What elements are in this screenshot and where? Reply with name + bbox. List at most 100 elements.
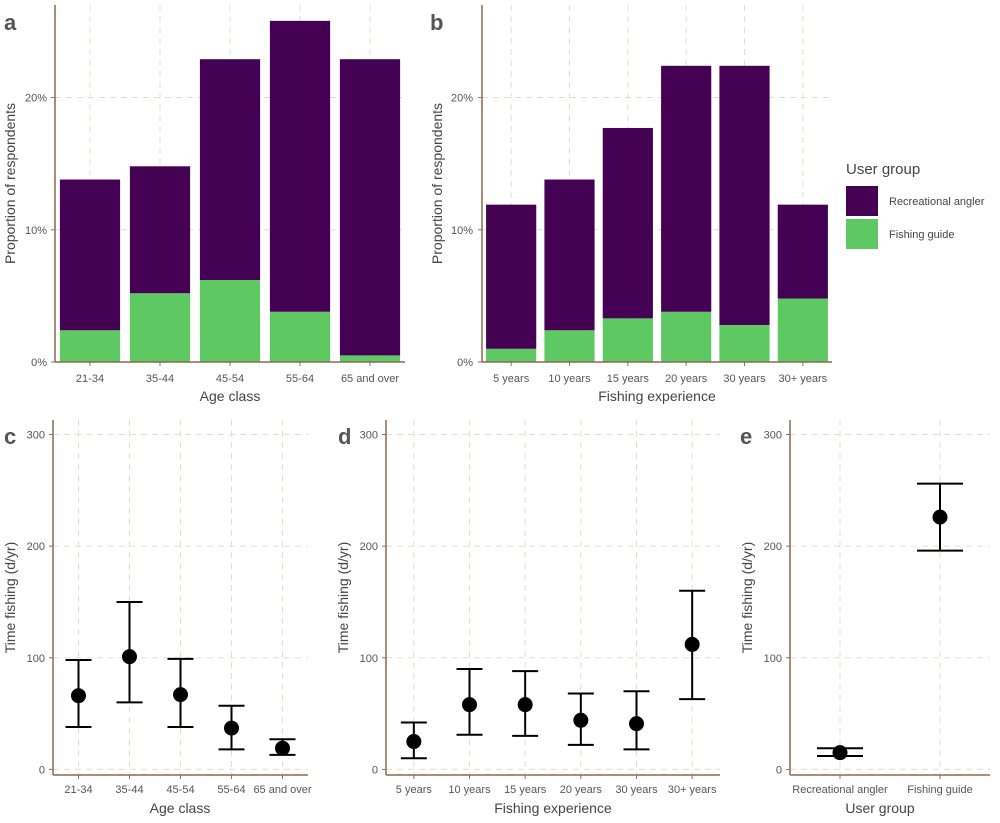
x-tick-label: 55-64 xyxy=(217,784,245,796)
x-tick-label: 65 and over xyxy=(341,373,399,385)
mean-point xyxy=(684,636,700,652)
bar-recreational-angler xyxy=(777,204,828,299)
y-tick-label: 0% xyxy=(457,357,473,369)
x-tick-label: 45-54 xyxy=(216,373,244,385)
y-tick-label: 100 xyxy=(27,653,45,665)
x-tick-label: 10 years xyxy=(548,373,591,385)
legend: User group Recreational angler Fishing gui… xyxy=(846,161,985,249)
x-tick-label: 20 years xyxy=(560,784,603,796)
x-tick-label: 55-64 xyxy=(286,373,314,385)
y-tick-label: 100 xyxy=(764,653,782,665)
y-tick-label: 0% xyxy=(31,357,47,369)
bar-fishing-guide xyxy=(661,311,712,362)
x-axis-title: User group xyxy=(845,800,914,816)
panel-letter: a xyxy=(4,10,17,35)
y-tick-label: 300 xyxy=(764,430,782,442)
y-tick-label: 10% xyxy=(25,225,47,237)
bar-fishing-guide xyxy=(544,330,595,362)
x-tick-label: 35-44 xyxy=(115,784,143,796)
bar-fishing-guide xyxy=(339,355,401,362)
x-tick-label: 10 years xyxy=(448,784,491,796)
panel-letter: b xyxy=(430,10,443,35)
mean-point xyxy=(573,712,589,728)
mean-point xyxy=(932,509,948,525)
bar-recreational-angler xyxy=(602,127,653,319)
bar-fishing-guide xyxy=(777,298,828,362)
bar-recreational-angler xyxy=(661,65,712,312)
y-tick-label: 200 xyxy=(360,541,378,553)
y-axis-title: Proportion of respondents xyxy=(429,103,445,264)
y-tick-label: 0 xyxy=(39,764,45,776)
legend-title: User group xyxy=(846,161,920,178)
bar-recreational-angler xyxy=(199,59,261,281)
mean-point xyxy=(462,697,477,713)
legend-key-recreational-angler xyxy=(846,186,878,216)
x-axis-title: Age class xyxy=(150,800,211,816)
bar-recreational-angler xyxy=(339,59,401,356)
panel-c: 0 100 200 300 21-34 35-44 45-54 55-64 65 and ove… xyxy=(2,420,312,816)
x-tick-label: 30+ years xyxy=(668,784,717,796)
y-tick-label: 20% xyxy=(451,93,473,105)
bar-fishing-guide xyxy=(486,348,537,362)
x-tick-label: 21-34 xyxy=(76,373,104,385)
bar-fishing-guide xyxy=(59,330,121,362)
x-tick-label: 5 years xyxy=(493,373,530,385)
x-tick-label: 15 years xyxy=(607,373,650,385)
mean-point xyxy=(122,649,137,665)
y-tick-label: 300 xyxy=(27,430,45,442)
bar-recreational-angler xyxy=(544,179,595,331)
bar-recreational-angler xyxy=(59,179,121,331)
y-axis-title: Time fishing (d/yr) xyxy=(739,542,755,654)
bar-fishing-guide xyxy=(129,293,191,362)
x-tick-label: 65 and over xyxy=(253,784,311,796)
mean-point xyxy=(832,745,848,761)
y-tick-label: 0 xyxy=(372,764,378,776)
x-tick-label: 15 years xyxy=(504,784,547,796)
y-tick-label: 200 xyxy=(27,541,45,553)
mean-point xyxy=(517,697,533,713)
mean-point xyxy=(629,716,644,732)
legend-key-fishing-guide xyxy=(846,219,878,249)
panel-a: 0% 10% 20% 21-34 35-44 45-54 55-64 65 and over A… xyxy=(2,5,405,404)
y-tick-label: 10% xyxy=(451,225,473,237)
y-tick-label: 300 xyxy=(360,430,378,442)
bar-fishing-guide xyxy=(269,311,331,362)
x-tick-label: 35-44 xyxy=(146,373,174,385)
panel-b: 0% 10% 20% 5 years 10 years 15 years 20 years 3… xyxy=(429,5,832,404)
panel-d: 0 100 200 300 5 years 10 years 15 years 20 year… xyxy=(335,420,720,816)
legend-label-fishing-guide: Fishing guide xyxy=(889,229,954,241)
x-tick-label: Fishing guide xyxy=(907,784,972,796)
panel-letter: c xyxy=(4,424,16,449)
panel-letter: d xyxy=(338,424,351,449)
mean-point xyxy=(224,720,239,736)
y-tick-label: 0 xyxy=(776,764,782,776)
legend-label-recreational-angler: Recreational angler xyxy=(889,196,985,208)
y-tick-label: 200 xyxy=(764,541,782,553)
panel-letter: e xyxy=(740,424,752,449)
bar-fishing-guide xyxy=(199,280,261,362)
bar-recreational-angler xyxy=(129,166,191,294)
x-axis-title: Fishing experience xyxy=(494,800,612,816)
y-axis-title: Time fishing (d/yr) xyxy=(335,542,351,654)
x-tick-label: 30 years xyxy=(615,784,658,796)
mean-point xyxy=(173,687,188,703)
x-tick-label: 30+ years xyxy=(779,373,828,385)
bar-recreational-angler xyxy=(269,20,331,312)
bar-fishing-guide xyxy=(602,318,653,362)
mean-point xyxy=(275,740,290,756)
x-axis-title: Age class xyxy=(200,388,261,404)
x-tick-label: 21-34 xyxy=(64,784,92,796)
x-tick-label: 20 years xyxy=(665,373,708,385)
x-axis-title: Fishing experience xyxy=(598,388,716,404)
panel-e: 0 100 200 300 Recreational angler Fishing gui… xyxy=(739,420,990,816)
bar-recreational-angler xyxy=(719,65,770,325)
x-tick-label: 30 years xyxy=(723,373,766,385)
y-axis-title: Proportion of respondents xyxy=(2,103,18,264)
bar-recreational-angler xyxy=(486,204,537,349)
y-tick-label: 100 xyxy=(360,653,378,665)
bar-fishing-guide xyxy=(719,324,770,362)
mean-point xyxy=(406,734,422,750)
y-tick-label: 20% xyxy=(25,93,47,105)
x-tick-label: 45-54 xyxy=(166,784,194,796)
